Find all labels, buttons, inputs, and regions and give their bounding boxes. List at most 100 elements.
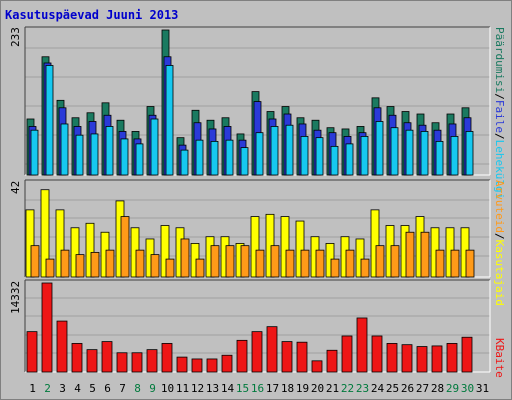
bar-kbytes [191,358,203,373]
bar-pages [165,65,174,176]
x-tick-label: 24 [371,382,385,395]
bar-sites [150,254,160,278]
x-tick-label: 29 [446,382,459,395]
bar-pages [135,143,144,176]
bar-sites [330,258,340,278]
bar-kbytes [266,326,278,373]
x-tick-label: 13 [206,382,219,395]
bar-kbytes [356,317,368,373]
bar-sites [285,249,295,278]
legend-files: Faile [493,99,506,133]
x-tick-label: 7 [119,382,126,395]
x-tick-label: 11 [176,382,189,395]
panel-visits-max-label: 42 [9,180,22,194]
bar-pages [75,134,84,176]
bar-kbytes [71,343,83,373]
legend-kbytes-label: KBaite [493,338,506,378]
x-tick-label: 12 [191,382,204,395]
x-tick-label: 20 [311,382,324,395]
bar-sites [360,258,370,278]
legend-hits-files-pages: Päärdumisi/Faile/Lehekülgi [493,27,506,200]
bar-kbytes [251,331,263,373]
bar-pages [225,139,234,176]
bar-sites [90,251,100,278]
bar-pages [45,65,54,176]
bar-kbytes [26,331,38,373]
bar-visits [25,209,35,278]
bar-sites [30,245,40,278]
x-tick-label: 2 [44,382,51,395]
bar-kbytes [446,343,458,373]
bar-pages [210,140,219,176]
bar-kbytes [41,282,53,373]
x-tick-label: 27 [416,382,429,395]
x-tick-label: 31 [476,382,489,395]
bar-sites [390,245,400,278]
bar-pages [240,147,249,176]
x-tick-label: 30 [461,382,474,395]
x-tick-label: 25 [386,382,399,395]
bar-kbytes [281,341,293,373]
bar-visits [55,209,65,278]
x-tick-label: 21 [326,382,339,395]
bar-sites [210,245,220,278]
bar-kbytes [101,341,113,373]
legend-hits: Päärdumisi [493,27,506,94]
bar-kbytes [146,349,158,373]
bar-kbytes [236,339,248,373]
x-tick-label: 8 [134,382,141,395]
bar-visits [160,225,170,278]
bar-pages [330,145,339,176]
bar-pages [435,140,444,176]
x-tick-label: 19 [296,382,309,395]
bar-kbytes [326,349,338,373]
bar-sites [240,245,250,278]
x-tick-label: 22 [341,382,354,395]
bar-sites [255,249,265,278]
bar-kbytes [86,349,98,373]
bar-kbytes [386,343,398,373]
x-tick-label: 26 [401,382,414,395]
panel-hits-max-label: 233 [9,27,22,47]
x-tick-label: 28 [431,382,444,395]
bar-sites [300,249,310,278]
bar-pages [465,131,474,176]
bar-visits [280,216,290,278]
bar-kbytes [56,320,68,373]
bar-pages [105,126,114,176]
bar-visits [295,220,305,278]
bar-pages [420,131,429,176]
bar-pages [285,124,294,176]
bar-kbytes [341,335,353,373]
bar-visits [40,189,50,278]
chart-title: Kasutuspäevad Juuni 2013 [5,8,179,22]
legend-visits: Kasutajaid [493,239,506,306]
bar-pages [195,139,204,176]
x-tick-label: 4 [74,382,81,395]
bar-pages [300,136,309,176]
legend-kbytes: KBaite [493,338,506,378]
bar-visits [250,216,260,278]
x-tick-label: 10 [161,382,174,395]
x-tick-label: 17 [266,382,279,395]
bar-kbytes [161,343,173,373]
bar-pages [390,127,399,176]
x-tick-label: 3 [59,382,66,395]
panel-kbytes-max-label: 14332 [9,280,22,314]
bar-kbytes [131,352,143,373]
bar-pages [120,138,129,176]
bar-pages [270,126,279,176]
bar-sites [75,254,85,278]
bar-kbytes [371,335,383,373]
bar-visits [355,238,365,278]
legend-sites: Arvuteid [493,180,506,233]
bar-sites [375,245,385,278]
x-tick-label: 14 [221,382,235,395]
bar-kbytes [221,354,233,373]
bar-sites [135,249,145,278]
bar-kbytes [116,352,128,373]
bar-sites [420,231,430,278]
bar-kbytes [311,360,323,373]
bar-pages [360,136,369,176]
